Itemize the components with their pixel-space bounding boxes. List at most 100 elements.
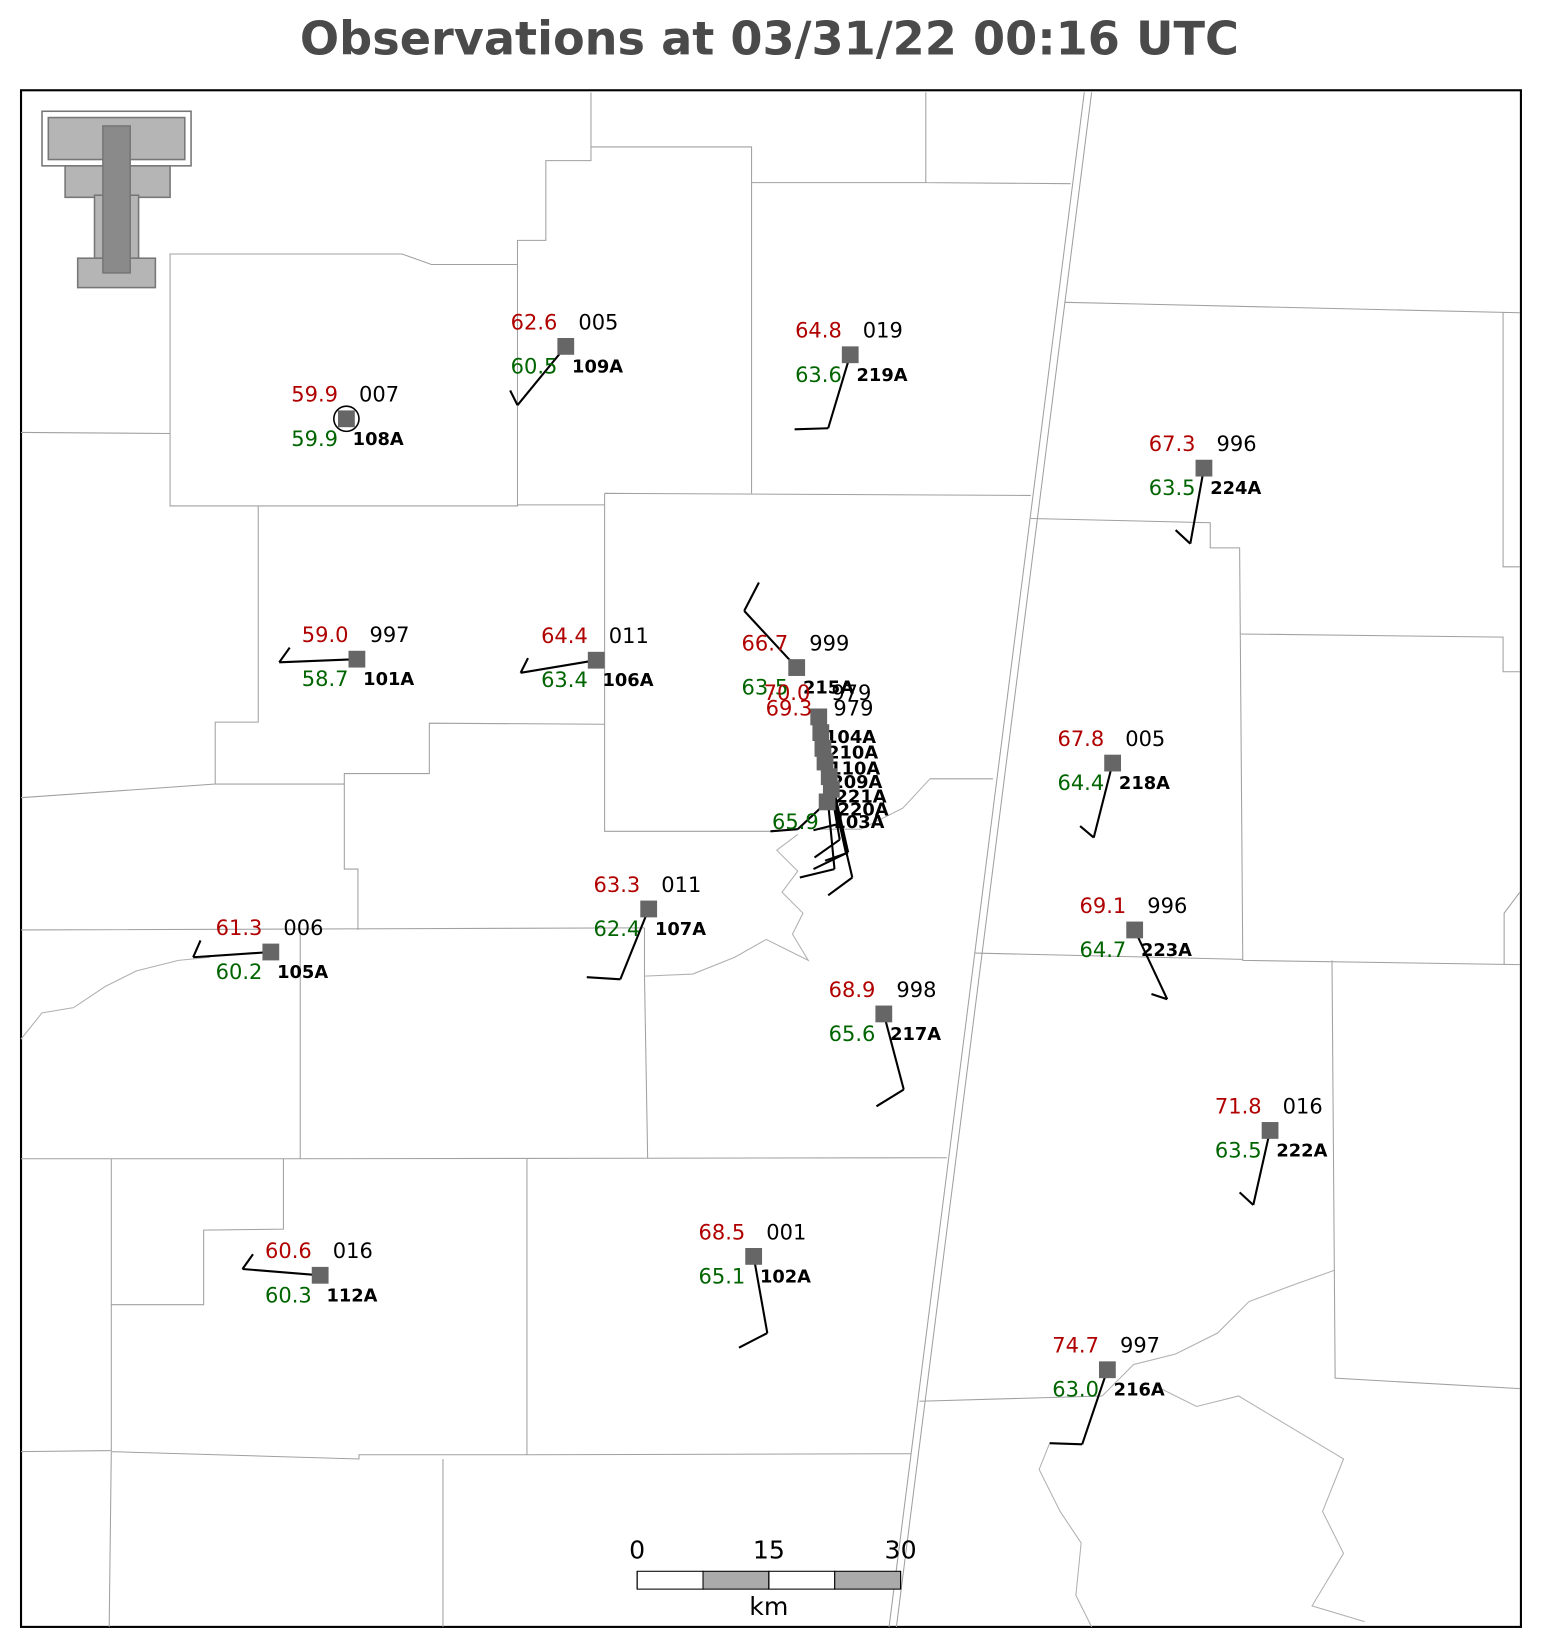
station-marker bbox=[841, 346, 859, 364]
map-frame bbox=[19, 89, 1522, 1628]
scale-unit: km bbox=[749, 1592, 788, 1621]
wind-barb bbox=[619, 908, 650, 980]
temperature: 71.8 bbox=[1215, 1094, 1262, 1118]
temperature: 68.5 bbox=[699, 1220, 746, 1244]
dewpoint: 62.4 bbox=[594, 917, 641, 941]
wind-barb-flag bbox=[192, 940, 202, 958]
temperature: 64.8 bbox=[795, 319, 842, 343]
pressure: 996 bbox=[1217, 432, 1257, 456]
station-marker bbox=[587, 651, 605, 669]
station-marker bbox=[338, 410, 355, 428]
station-id: 107A bbox=[655, 919, 706, 940]
wind-barb-flag bbox=[241, 1253, 254, 1270]
temperature: 62.6 bbox=[511, 310, 558, 334]
station-id: 220A bbox=[838, 799, 889, 820]
pressure: 005 bbox=[578, 310, 618, 334]
dewpoint: 63.5 bbox=[1149, 476, 1196, 500]
pressure: 999 bbox=[809, 631, 849, 655]
wind-barb-flag bbox=[1079, 825, 1095, 839]
pressure: 996 bbox=[1147, 894, 1187, 918]
scale-segment bbox=[636, 1570, 704, 1590]
scale-segment bbox=[702, 1570, 770, 1590]
station-id: 104A bbox=[825, 727, 876, 748]
station-marker bbox=[1195, 459, 1213, 477]
temperature: 59.9 bbox=[291, 383, 338, 407]
station-id: 218A bbox=[1119, 773, 1170, 794]
wind-barb bbox=[520, 659, 597, 674]
title: Observations at 03/31/22 00:16 UTC bbox=[300, 11, 1239, 65]
wind-barb-flag bbox=[586, 976, 621, 981]
pressure: 001 bbox=[766, 1220, 806, 1244]
wind-barb-flag bbox=[1151, 992, 1168, 1001]
wind-barb-flag bbox=[519, 657, 529, 674]
station-marker bbox=[788, 659, 806, 676]
pressure: 007 bbox=[359, 383, 399, 407]
station-marker bbox=[262, 943, 280, 961]
pressure: 016 bbox=[333, 1239, 373, 1263]
wind-barb-flag bbox=[875, 1088, 905, 1108]
scale-bar: 0 15 30 km bbox=[629, 1535, 917, 1621]
dewpoint: 63.4 bbox=[541, 668, 588, 692]
wind-barb-flag bbox=[799, 868, 835, 879]
wind-barb-flag bbox=[827, 876, 853, 897]
station-id: 103A bbox=[833, 812, 884, 833]
dewpoint: 63.5 bbox=[1215, 1138, 1262, 1162]
station-id: 102A bbox=[760, 1266, 811, 1287]
station-marker bbox=[822, 780, 840, 798]
wind-barb bbox=[1133, 929, 1169, 1000]
scale-segment bbox=[768, 1570, 836, 1590]
station-id: 224A bbox=[1210, 478, 1261, 499]
wind-barb bbox=[1092, 762, 1114, 838]
temperature: 74.7 bbox=[1052, 1334, 1099, 1358]
state-line bbox=[888, 92, 1093, 1627]
scale-tick-label: 15 bbox=[753, 1535, 785, 1564]
station-marker bbox=[1104, 754, 1122, 772]
scale-tick-label: 30 bbox=[885, 1535, 917, 1564]
station-marker bbox=[816, 753, 834, 771]
wind-barb bbox=[1081, 1369, 1109, 1445]
wind-barb bbox=[752, 1256, 769, 1334]
calm-circle bbox=[333, 405, 360, 433]
station-id: 221A bbox=[836, 787, 887, 808]
pressure: 998 bbox=[896, 978, 936, 1002]
temperature: 60.6 bbox=[265, 1239, 312, 1263]
pressure: 005 bbox=[1125, 727, 1165, 751]
station-id: 216A bbox=[1114, 1380, 1165, 1401]
station-id: 106A bbox=[603, 670, 654, 691]
pressure: 019 bbox=[863, 319, 903, 343]
station-marker bbox=[640, 900, 658, 918]
dewpoint: 65.1 bbox=[699, 1264, 746, 1288]
station-id: 210A bbox=[827, 743, 878, 764]
station-id: 223A bbox=[1141, 940, 1192, 961]
wind-barb-flag bbox=[1174, 529, 1192, 545]
station-marker bbox=[818, 793, 836, 811]
station-marker bbox=[557, 337, 575, 355]
wind-barb-flag bbox=[813, 838, 841, 859]
wind-barb bbox=[743, 610, 798, 669]
dewpoint: 63.5 bbox=[742, 676, 789, 700]
dewpoint: 60.3 bbox=[265, 1283, 312, 1307]
scale-segment bbox=[834, 1570, 902, 1590]
station-marker bbox=[812, 724, 830, 742]
temperature: 64.4 bbox=[541, 624, 588, 648]
station-marker bbox=[1126, 921, 1144, 939]
wind-barb-flag bbox=[509, 389, 519, 406]
rivers bbox=[20, 778, 1365, 1628]
temperature: 61.3 bbox=[216, 916, 263, 940]
station-id: 110A bbox=[829, 758, 880, 779]
scale-tick-label: 0 bbox=[629, 1535, 645, 1564]
station-id: 109A bbox=[572, 356, 623, 377]
dewpoint: 60.5 bbox=[511, 354, 558, 378]
wind-barb bbox=[1252, 1130, 1272, 1206]
temperature: 66.7 bbox=[742, 631, 789, 655]
station-marker bbox=[1098, 1361, 1116, 1379]
temperature: 69.1 bbox=[1080, 894, 1127, 918]
station-id: 217A bbox=[890, 1024, 941, 1045]
station-id: 112A bbox=[326, 1285, 377, 1306]
pressure: 011 bbox=[609, 624, 649, 648]
dewpoint: 63.6 bbox=[795, 363, 842, 387]
dewpoint: 59.9 bbox=[291, 427, 338, 451]
wind-barb-flag bbox=[1049, 1442, 1083, 1446]
temperature: 67.3 bbox=[1149, 432, 1196, 456]
station-marker bbox=[810, 708, 828, 726]
